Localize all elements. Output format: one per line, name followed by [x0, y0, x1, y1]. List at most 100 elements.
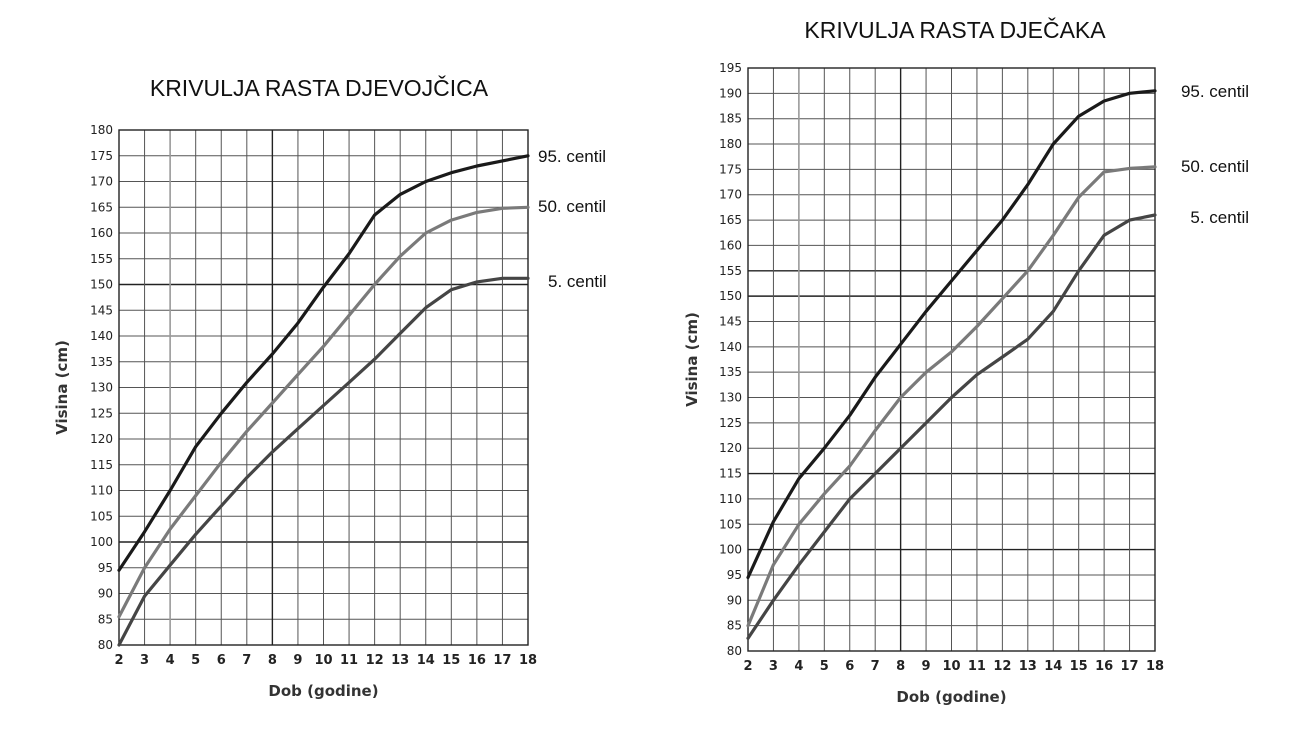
girls-x-tick-label: 4 [166, 653, 175, 668]
boys-x-tick-label: 11 [968, 659, 986, 674]
boys-x-tick-label: 5 [820, 659, 829, 674]
boys-x-tick-label: 4 [794, 659, 803, 674]
girls-x-tick-label: 15 [442, 653, 460, 668]
boys-x-tick-label: 6 [845, 659, 854, 674]
girls-y-tick-label: 135 [90, 355, 113, 369]
boys-y-tick-label: 125 [719, 416, 742, 430]
girls-x-tick-label: 7 [242, 653, 251, 668]
boys-x-tick-label: 12 [993, 659, 1011, 674]
boys-growth-chart: 8085909510010511011512012513013514014515… [683, 16, 1249, 706]
girls-series-label: 95. centil [538, 147, 606, 166]
girls-y-tick-label: 145 [90, 303, 113, 317]
boys-y-tick-label: 95 [727, 568, 742, 582]
girls-y-tick-label: 80 [98, 638, 113, 652]
girls-x-tick-label: 14 [417, 653, 435, 668]
girls-y-axis-label: Visina (cm) [53, 340, 71, 435]
boys-chart-title: KRIVULJA RASTA DJEČAKA [804, 16, 1106, 43]
boys-y-tick-label: 155 [719, 264, 742, 278]
boys-x-tick-label: 13 [1019, 659, 1037, 674]
boys-x-tick-label: 16 [1095, 659, 1113, 674]
girls-y-tick-label: 120 [90, 432, 113, 446]
girls-x-tick-label: 11 [340, 653, 358, 668]
girls-y-tick-label: 175 [90, 149, 113, 163]
boys-y-tick-label: 150 [719, 289, 742, 303]
boys-y-tick-label: 190 [719, 86, 742, 100]
boys-series-label: 5. centil [1190, 208, 1249, 227]
girls-y-tick-label: 130 [90, 381, 113, 395]
girls-x-tick-label: 6 [217, 653, 226, 668]
boys-y-tick-label: 140 [719, 340, 742, 354]
boys-y-axis-label: Visina (cm) [683, 312, 701, 407]
girls-x-tick-label: 5 [191, 653, 200, 668]
boys-series-label: 50. centil [1181, 157, 1249, 176]
boys-plot-frame [747, 67, 1156, 652]
boys-y-tick-label: 80 [727, 644, 742, 658]
girls-x-tick-label: 8 [268, 653, 277, 668]
girls-x-tick-label: 16 [468, 653, 486, 668]
boys-y-tick-label: 90 [727, 593, 742, 607]
boys-y-tick-label: 165 [719, 213, 742, 227]
boys-x-tick-label: 7 [871, 659, 880, 674]
girls-y-tick-label: 155 [90, 252, 113, 266]
girls-series-label: 50. centil [538, 197, 606, 216]
boys-y-tick-label: 115 [719, 467, 742, 481]
boys-x-tick-label: 14 [1044, 659, 1062, 674]
boys-y-tick-label: 185 [719, 112, 742, 126]
boys-x-tick-label: 17 [1121, 659, 1139, 674]
boys-y-tick-label: 175 [719, 162, 742, 176]
boys-x-axis-label: Dob (godine) [896, 688, 1006, 706]
boys-y-tick-label: 130 [719, 391, 742, 405]
girls-y-tick-label: 105 [90, 509, 113, 523]
girls-y-tick-label: 110 [90, 484, 113, 498]
girls-x-tick-label: 18 [519, 653, 537, 668]
boys-x-tick-label: 9 [922, 659, 931, 674]
girls-growth-chart: 8085909510010511011512012513013514014515… [53, 74, 607, 700]
girls-x-tick-label: 2 [114, 653, 123, 668]
girls-y-tick-label: 140 [90, 329, 113, 343]
girls-chart-title: KRIVULJA RASTA DJEVOJČICA [150, 74, 489, 101]
boys-y-tick-label: 145 [719, 314, 742, 328]
girls-y-tick-label: 150 [90, 278, 113, 292]
boys-x-tick-label: 18 [1146, 659, 1164, 674]
boys-x-tick-label: 8 [896, 659, 905, 674]
girls-x-tick-label: 10 [314, 653, 332, 668]
boys-series-line-2 [746, 165, 1157, 628]
boys-y-tick-label: 85 [727, 619, 742, 633]
girls-x-tick-label: 13 [391, 653, 409, 668]
girls-x-tick-label: 3 [140, 653, 149, 668]
girls-plot-frame [118, 129, 529, 646]
boys-y-tick-label: 110 [719, 492, 742, 506]
boys-x-tick-label: 2 [743, 659, 752, 674]
girls-series-label: 5. centil [548, 272, 607, 291]
girls-y-tick-label: 125 [90, 406, 113, 420]
girls-y-tick-label: 90 [98, 587, 113, 601]
girls-series-line-2 [117, 205, 530, 619]
girls-x-tick-label: 17 [493, 653, 511, 668]
girls-y-tick-label: 165 [90, 200, 113, 214]
boys-y-tick-label: 195 [719, 61, 742, 75]
girls-series-line-1 [117, 154, 530, 572]
boys-y-tick-label: 120 [719, 441, 742, 455]
boys-y-tick-label: 100 [719, 543, 742, 557]
girls-y-tick-label: 95 [98, 561, 113, 575]
girls-x-axis-label: Dob (godine) [268, 682, 378, 700]
boys-series-label: 95. centil [1181, 82, 1249, 101]
boys-x-tick-label: 15 [1070, 659, 1088, 674]
boys-y-tick-label: 105 [719, 517, 742, 531]
boys-x-tick-label: 10 [942, 659, 960, 674]
girls-y-tick-label: 115 [90, 458, 113, 472]
boys-y-tick-label: 170 [719, 188, 742, 202]
girls-y-tick-label: 85 [98, 612, 113, 626]
girls-x-tick-label: 12 [366, 653, 384, 668]
boys-y-tick-label: 135 [719, 365, 742, 379]
boys-series-line-1 [746, 89, 1157, 580]
boys-series-line-3 [746, 213, 1157, 640]
boys-y-tick-label: 180 [719, 137, 742, 151]
girls-series-line-3 [117, 276, 530, 647]
girls-y-tick-label: 180 [90, 123, 113, 137]
boys-y-tick-label: 160 [719, 238, 742, 252]
girls-y-tick-label: 100 [90, 535, 113, 549]
boys-x-tick-label: 3 [769, 659, 778, 674]
girls-y-tick-label: 170 [90, 175, 113, 189]
girls-x-tick-label: 9 [293, 653, 302, 668]
